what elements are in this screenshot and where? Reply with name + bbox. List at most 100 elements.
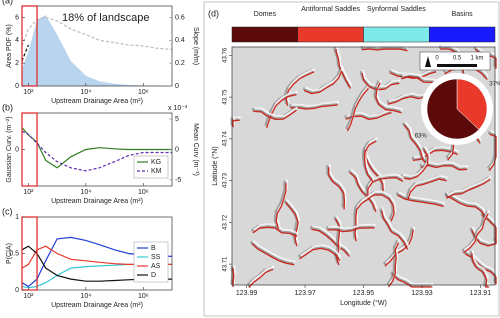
pie-label: 63% [415, 134, 428, 140]
channel [354, 198, 369, 242]
ridge-light [328, 164, 347, 207]
y-axis-label: Gaussian Curv. (m⁻²) [6, 116, 13, 182]
area [22, 15, 172, 87]
ridge-light [447, 175, 492, 197]
y-axis-label: Latitude (°N) [211, 146, 219, 185]
x-tick-label: 123.93 [411, 290, 433, 297]
y-tick-label: 0 [15, 287, 19, 294]
x-tick-label: 10⁴ [80, 189, 91, 196]
y-axis-label: P(C|A) [6, 243, 13, 264]
channel [384, 229, 414, 267]
legend-label: KM [151, 168, 162, 175]
y2-tick-label: 0 [175, 146, 179, 153]
line [21, 130, 172, 172]
ridge-light [328, 223, 376, 230]
channel [471, 253, 490, 288]
y-tick-label: 1 [15, 214, 19, 221]
panel-border [203, 1, 500, 317]
ridge-light [252, 239, 296, 263]
ridge-light [254, 106, 299, 118]
scale-label: 0 [435, 56, 439, 62]
y-tick-label: 43.73 [223, 172, 229, 188]
y-tick-label: 43.75 [223, 89, 229, 105]
legend-label: B [151, 245, 156, 252]
y2-tick-label: -5 [175, 177, 181, 184]
channel [367, 177, 404, 197]
annotation: 18% of landscape [62, 12, 149, 24]
channel [401, 149, 429, 180]
y-tick-label: 0 [15, 146, 19, 153]
channel [311, 228, 350, 257]
ridge-shade [386, 239, 399, 286]
x-tick-label: 10⁶ [138, 89, 149, 96]
y2-axis-label: Slope (m/m) [192, 27, 199, 65]
ridge-light [362, 44, 409, 49]
ridge-light [404, 121, 430, 164]
channel [389, 71, 437, 80]
channel [251, 243, 295, 266]
y-axis-label: Area PDF (%) [6, 24, 13, 68]
channel [299, 247, 341, 262]
y-tick-label: 43.72 [223, 214, 229, 230]
channel [361, 48, 408, 52]
channel [420, 164, 468, 171]
legend-label: AS [151, 263, 161, 270]
colorbar-cell [231, 26, 298, 43]
channel [266, 93, 297, 129]
legend-label: Domes [254, 11, 277, 18]
x-tick-label: 123.99 [236, 290, 258, 297]
channel [445, 195, 487, 219]
ridge-light [381, 207, 410, 247]
scale-label: 0.5 [453, 56, 462, 62]
channel [335, 49, 352, 89]
channel [232, 268, 235, 287]
x-tick-label: 10² [23, 293, 34, 300]
colorbar-cell [363, 26, 430, 43]
x-axis-label: Longitude (°W) [340, 299, 387, 307]
ridge-shade [345, 85, 369, 130]
x-tick-label: 10² [23, 189, 34, 196]
channel [346, 87, 369, 132]
y2-axis-label: Mean Curv (m⁻¹) [192, 123, 199, 176]
y-tick-label: 4 [15, 37, 19, 44]
scale-bar [437, 64, 477, 67]
legend-label: D [151, 272, 156, 279]
channel [303, 70, 343, 95]
legend-label: KG [151, 159, 161, 166]
ridge-light [291, 100, 339, 108]
panel-label: (a) [2, 0, 13, 5]
ridge-light [300, 244, 342, 259]
y-tick-label: 43.74 [223, 131, 229, 147]
ridge-shade [395, 191, 444, 206]
ridge-shade [309, 225, 350, 256]
channel [488, 133, 497, 172]
ridge-light [421, 161, 469, 168]
panel-label: (c) [2, 206, 13, 216]
ridge-light [397, 191, 445, 205]
ridge-shade [444, 192, 487, 218]
channel [387, 242, 400, 288]
ridge-light [233, 116, 241, 125]
highlight-box [21, 5, 38, 87]
channel [407, 178, 447, 200]
channel [363, 140, 377, 182]
ridge-light [367, 173, 405, 194]
x-tick-label: 10⁴ [80, 293, 91, 300]
legend-label: Antiformal Saddles [301, 6, 360, 13]
channel [285, 202, 299, 247]
x-tick-label: 123.97 [294, 290, 316, 297]
channel [463, 213, 489, 254]
ridge-light [402, 146, 430, 178]
channel [481, 215, 497, 244]
colorbar-cell [429, 26, 496, 43]
ridge-light [446, 191, 488, 216]
x-tick-label: 10⁶ [138, 293, 149, 300]
channel [290, 104, 338, 110]
ridge-light [364, 137, 378, 180]
pie-slice [456, 78, 488, 130]
panel-label: (d) [208, 8, 219, 18]
x-tick-label: 10⁶ [138, 189, 149, 196]
channel [275, 182, 287, 229]
y2-tick-label: 0.6 [175, 14, 185, 21]
channel [381, 210, 409, 250]
